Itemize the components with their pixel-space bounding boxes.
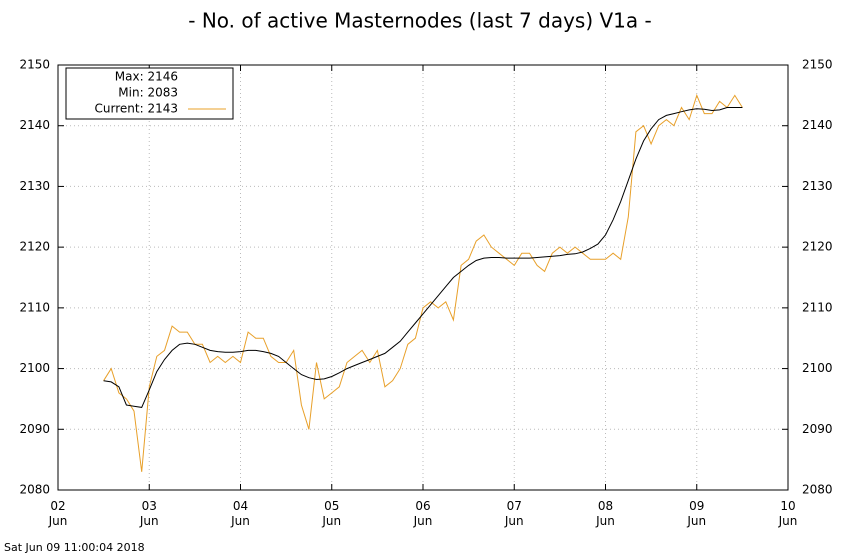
y-tick-label: 2120 bbox=[19, 240, 50, 254]
y-tick-label: 2080 bbox=[19, 483, 50, 497]
x-tick-label: 05 Jun bbox=[322, 499, 342, 528]
y2-tick-label: 2100 bbox=[802, 361, 833, 375]
line bbox=[103, 93, 743, 472]
legend-box bbox=[65, 67, 234, 120]
y-tick-label: 2140 bbox=[19, 118, 50, 132]
plot-frame bbox=[57, 64, 789, 491]
legend-text: Current: 2143 bbox=[95, 102, 178, 116]
footer: Sat Jun 09 11:00:04 2018 bbox=[4, 541, 145, 554]
y-tick-label: 2100 bbox=[19, 361, 50, 375]
legend-text: Max: 2146 bbox=[115, 70, 178, 84]
y-tick-label: 2110 bbox=[19, 300, 50, 314]
y2-tick-label: 2120 bbox=[802, 240, 833, 254]
y-tick-label: 2090 bbox=[19, 422, 50, 436]
legend-text: Min: 2083 bbox=[118, 86, 178, 100]
line bbox=[103, 107, 743, 408]
y-tick-label: 2130 bbox=[19, 179, 50, 193]
x-tick-label: 07 Jun bbox=[504, 499, 524, 528]
x-tick-label: 09 Jun bbox=[687, 499, 707, 528]
x-tick-label: 02 Jun bbox=[48, 499, 68, 528]
x-tick-label: 03 Jun bbox=[139, 499, 159, 528]
y2-tick-label: 2110 bbox=[802, 300, 833, 314]
y2-tick-label: 2150 bbox=[802, 58, 833, 72]
x-tick-label: 08 Jun bbox=[596, 499, 615, 528]
y2-tick-label: 2140 bbox=[802, 118, 833, 132]
chart-title: - No. of active Masternodes (last 7 days… bbox=[188, 9, 651, 33]
x-tick-label: 04 Jun bbox=[231, 499, 250, 528]
y2-tick-label: 2130 bbox=[802, 179, 833, 193]
y2-tick-label: 2080 bbox=[802, 483, 833, 497]
y-tick-label: 2150 bbox=[19, 58, 50, 72]
y2-tick-label: 2090 bbox=[802, 422, 833, 436]
x-tick-label: 06 Jun bbox=[413, 499, 433, 528]
x-tick-label: 10 Jun bbox=[778, 499, 798, 528]
